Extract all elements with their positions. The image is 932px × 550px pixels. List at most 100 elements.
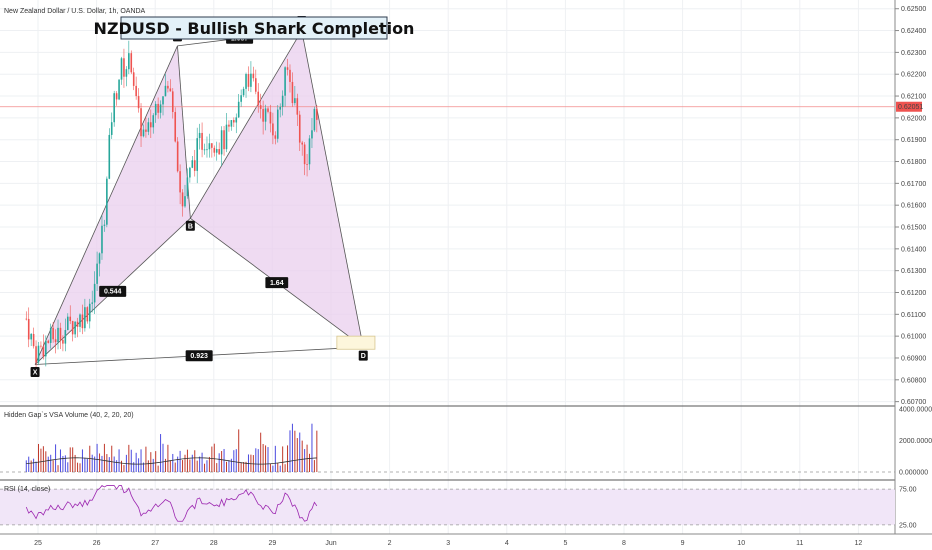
candle-body xyxy=(42,346,45,357)
price-tick-label: 0.61900 xyxy=(901,137,926,144)
candle-body xyxy=(37,345,40,363)
candle-body xyxy=(176,141,179,172)
point-label-d-bg xyxy=(358,350,368,361)
candle-body xyxy=(164,85,167,97)
candle-body xyxy=(162,96,164,105)
price-tick-label: 0.62100 xyxy=(901,94,926,101)
candle-body xyxy=(193,160,196,171)
candle-body xyxy=(313,108,316,131)
volume-moving-average xyxy=(26,457,317,465)
time-tick-label: 12 xyxy=(855,540,863,547)
candle-body xyxy=(101,225,103,254)
candle-body xyxy=(27,318,30,340)
candle-body xyxy=(157,103,159,113)
candle-body xyxy=(316,108,318,120)
candle-body xyxy=(179,171,181,193)
time-tick-label: 8 xyxy=(622,540,626,547)
candle-body xyxy=(113,93,115,123)
candle-body xyxy=(110,122,113,135)
candle-body xyxy=(223,130,225,150)
price-tick-label: 0.61400 xyxy=(901,246,926,253)
candle-body xyxy=(259,105,262,109)
candle-body xyxy=(25,318,28,320)
candle-body xyxy=(284,67,286,96)
chart-title: NZDUSD - Bullish Shark Completion xyxy=(94,19,415,38)
candle-body xyxy=(40,345,42,347)
candle-body xyxy=(247,74,250,87)
current-price-label: 0.62051 xyxy=(898,104,923,111)
candle-body xyxy=(49,327,52,343)
price-tick-label: 0.61200 xyxy=(901,290,926,297)
rsi-indicator-label[interactable]: RSI (14, close) xyxy=(4,486,50,493)
candle-body xyxy=(59,327,62,340)
rsi-band xyxy=(0,489,895,525)
ratio-label-bg xyxy=(185,350,213,362)
candle-body xyxy=(211,143,213,148)
price-tick-label: 0.60700 xyxy=(901,399,926,406)
candle-body xyxy=(132,72,135,86)
candle-body xyxy=(228,124,230,127)
candle-body xyxy=(128,53,130,70)
volume-tick-label: 0.000000 xyxy=(899,470,928,477)
candle-body xyxy=(152,115,155,128)
candle-body xyxy=(276,109,279,139)
price-tick-label: 0.61600 xyxy=(901,203,926,210)
point-label-x: X xyxy=(33,370,38,377)
price-tick-label: 0.61500 xyxy=(901,225,926,232)
candle-body xyxy=(230,120,233,127)
candle-body xyxy=(81,314,84,329)
candle-body xyxy=(45,340,47,357)
candle-body xyxy=(47,340,50,343)
candle-body xyxy=(93,283,96,303)
candle-body xyxy=(79,314,81,327)
candle-body xyxy=(264,108,267,122)
time-tick-label: 25 xyxy=(34,540,42,547)
time-tick-label: 29 xyxy=(269,540,277,547)
price-tick-label: 0.61100 xyxy=(901,312,926,319)
point-label-b: B xyxy=(188,223,193,230)
candle-body xyxy=(189,167,191,178)
candle-body xyxy=(196,138,198,171)
candle-body xyxy=(159,104,162,113)
time-tick-label: Jun xyxy=(325,540,336,547)
candle-body xyxy=(250,73,252,87)
ratio-label: 1.64 xyxy=(270,280,284,287)
candle-body xyxy=(115,93,118,100)
leg-cd xyxy=(301,30,364,348)
volume-indicator-label[interactable]: Hidden Gap`s VSA Volume (40, 2, 20, 20) xyxy=(4,412,134,419)
time-axis[interactable]: 25 26 27 28 29 Jun 2 3 4 5 8 9 10 11 12 xyxy=(34,540,862,547)
time-tick-label: 10 xyxy=(737,540,745,547)
candle-body xyxy=(118,79,120,100)
ratio-label-bg xyxy=(99,285,127,297)
rsi-line xyxy=(25,485,318,522)
ratio-label-bg xyxy=(265,277,289,289)
rsi-tick-label: 75.00 xyxy=(899,487,917,494)
candle-body xyxy=(267,108,269,112)
price-tick-label: 0.61300 xyxy=(901,268,926,275)
candle-body xyxy=(213,147,216,153)
candle-body xyxy=(96,263,98,284)
time-tick-label: 28 xyxy=(210,540,218,547)
candle-body xyxy=(294,98,296,104)
candle-body xyxy=(281,95,284,107)
candle-body xyxy=(237,101,240,118)
candle-body xyxy=(74,321,76,335)
candle-body xyxy=(32,333,35,347)
candle-body xyxy=(296,98,299,115)
candle-body xyxy=(140,108,142,137)
candle-body xyxy=(167,85,169,89)
current-price-tag xyxy=(896,101,922,112)
leg-bc xyxy=(190,30,303,219)
price-tick-label: 0.61700 xyxy=(901,181,926,188)
candle-body xyxy=(308,138,311,165)
candle-body xyxy=(303,144,306,165)
time-tick-label: 26 xyxy=(93,540,101,547)
grid-lines xyxy=(0,0,895,534)
price-tick-label: 0.61800 xyxy=(901,159,926,166)
time-tick-label: 4 xyxy=(505,540,509,547)
price-axis[interactable]: 0.62500 0.62400 0.62300 0.62200 0.62100 0.620… xyxy=(895,6,932,529)
candle-body xyxy=(203,149,206,151)
chart-title-box xyxy=(120,16,388,40)
